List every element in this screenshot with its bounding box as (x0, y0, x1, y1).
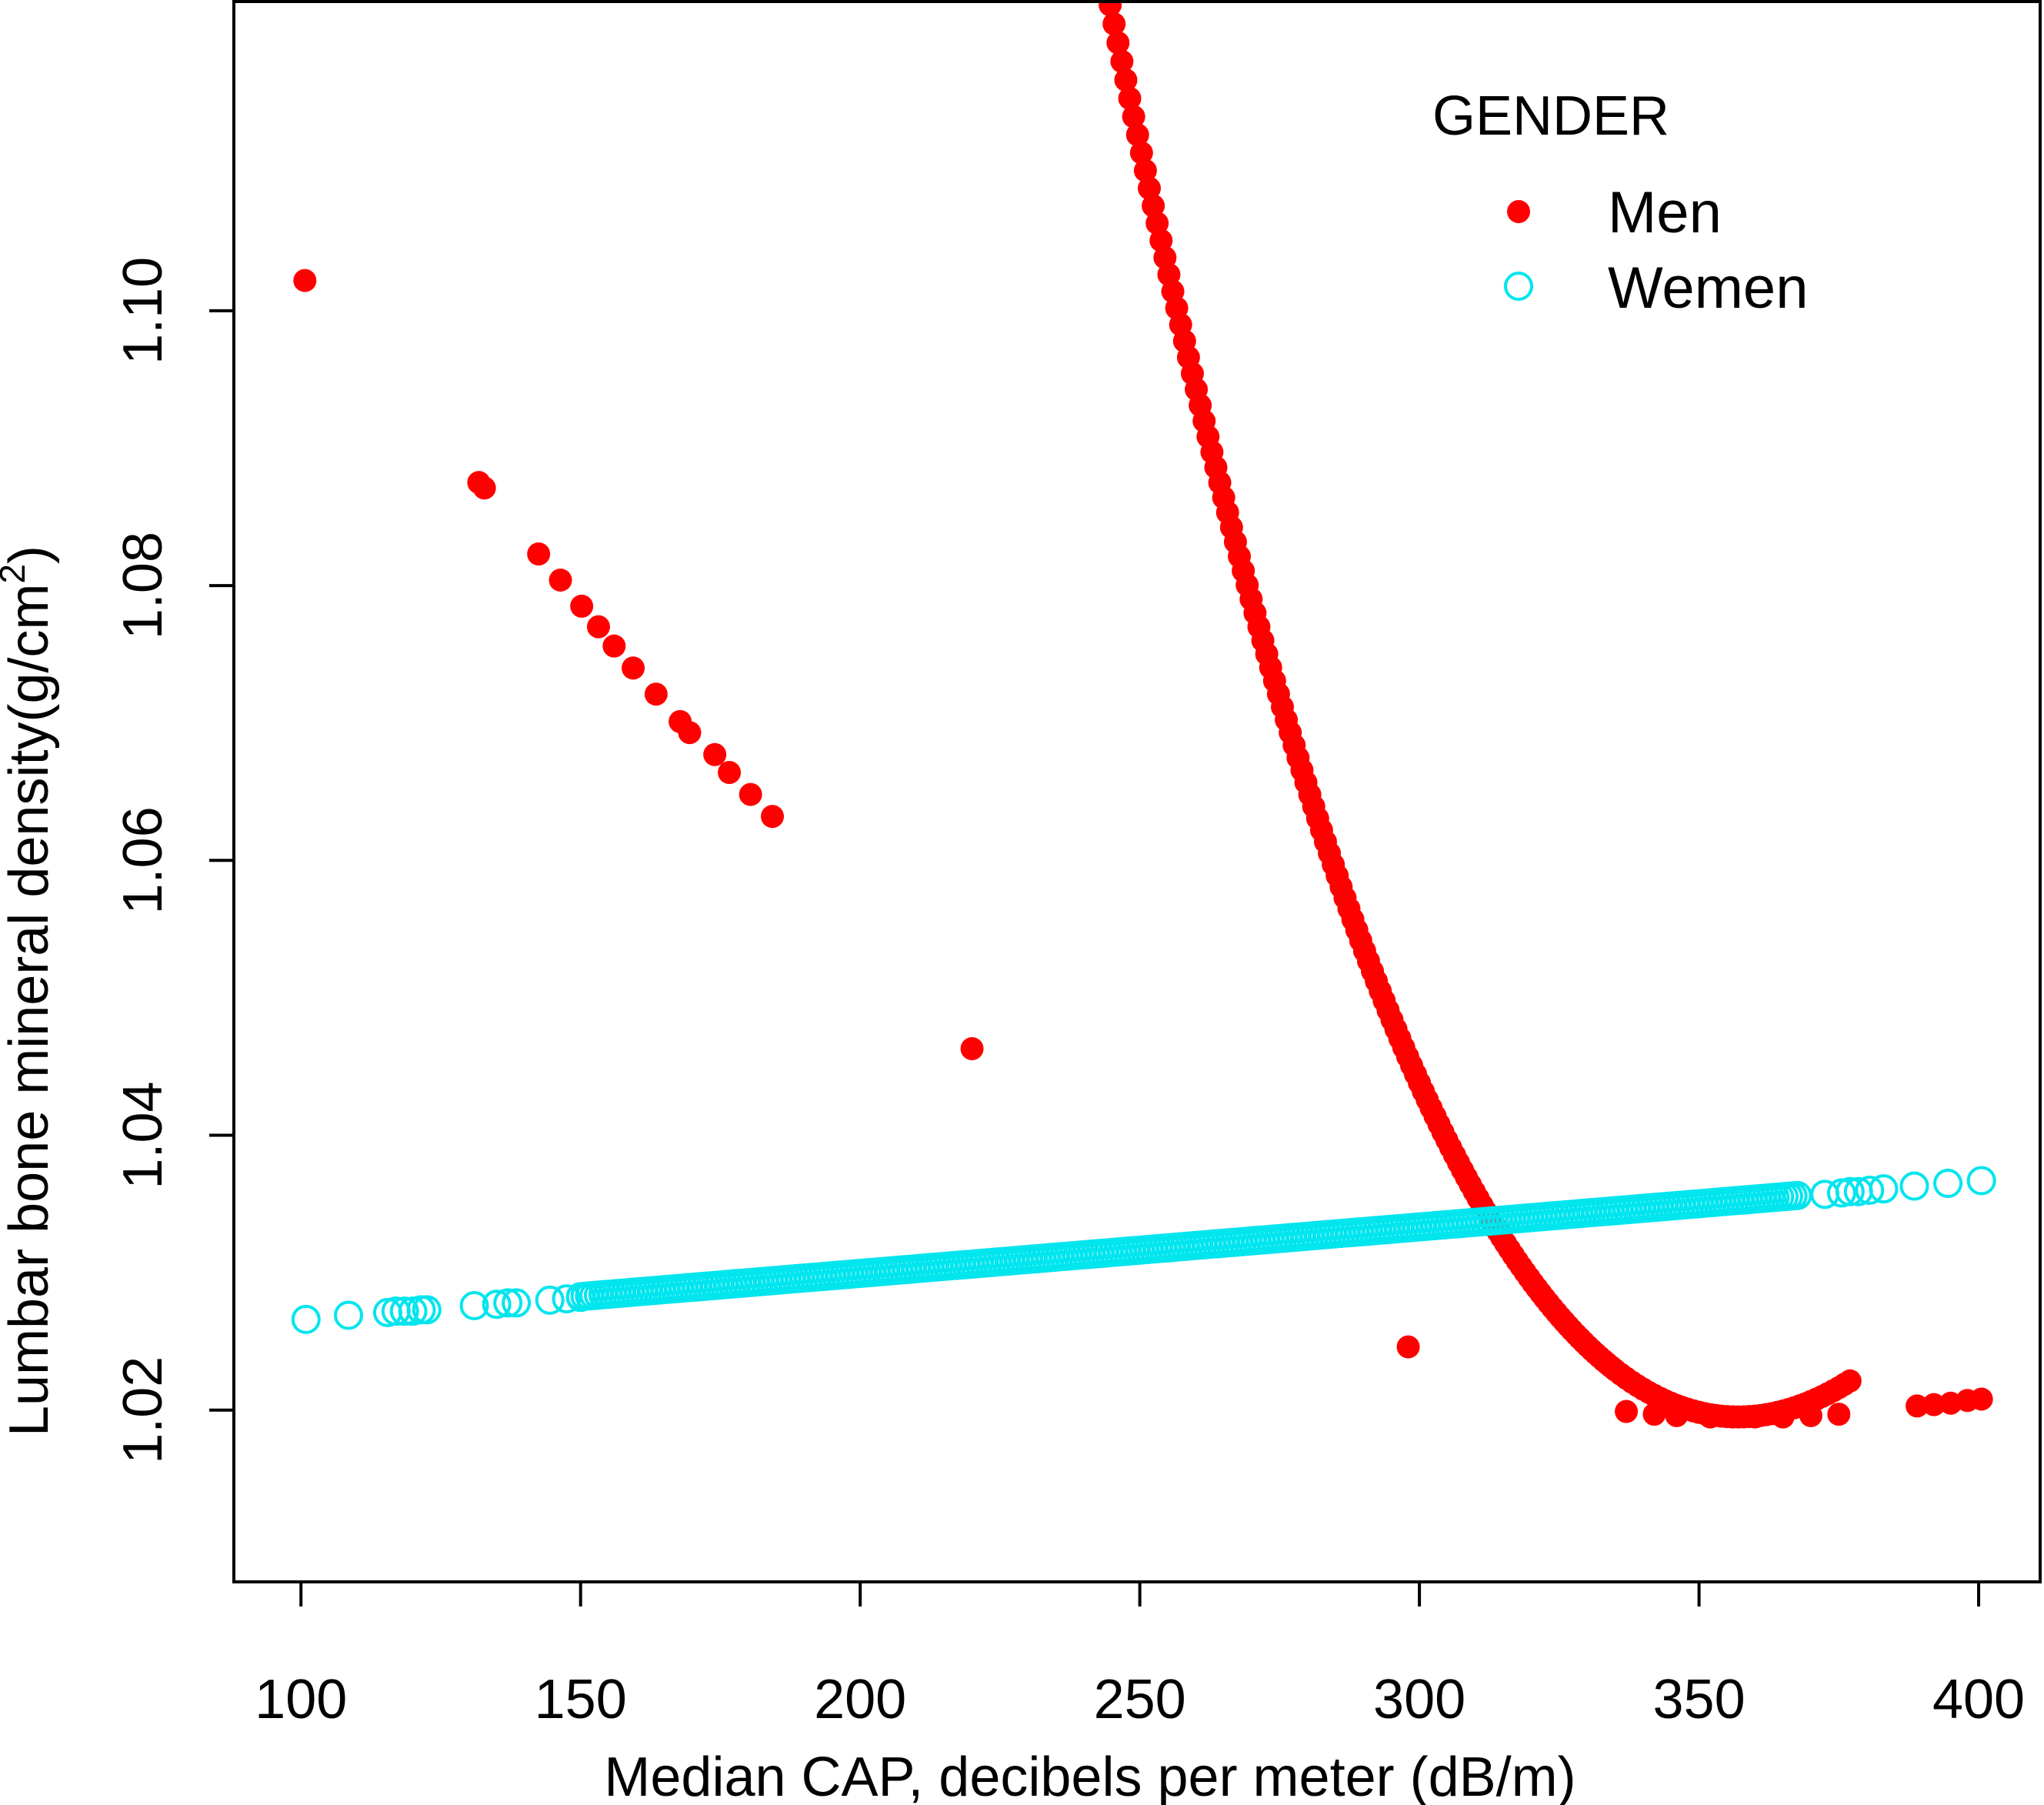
men-point (1969, 1387, 1993, 1411)
men-point (1125, 123, 1149, 147)
wemen-point (1835, 1176, 1865, 1206)
men-point (1129, 141, 1153, 165)
men-point (1838, 1369, 1862, 1393)
wemen-point (502, 1288, 532, 1318)
men-point (586, 615, 610, 639)
men-point (678, 721, 702, 745)
x-tick-label: 150 (535, 1669, 627, 1730)
wemen-point (1899, 1171, 1929, 1201)
x-axis-title: Median CAP, decibels per meter (dB/m) (604, 1747, 1576, 1805)
men-point (1102, 12, 1126, 36)
y-axis-title: Lumbar bone mineral density(g/cm2) (0, 546, 60, 1436)
y-tick-label: 1.04 (112, 1081, 174, 1189)
y-tick-label: 1.06 (112, 806, 174, 914)
wemen-point (412, 1295, 442, 1325)
men-point (527, 542, 551, 566)
men-point (1615, 1400, 1639, 1423)
x-tick-label: 250 (1094, 1669, 1186, 1730)
men-point (472, 476, 496, 500)
men-point (960, 1036, 984, 1060)
men-point (549, 568, 572, 592)
men-point (1114, 68, 1138, 92)
legend-title: GENDER (1432, 85, 1669, 147)
men-point (1110, 49, 1134, 73)
men-point (1827, 1403, 1851, 1426)
wemen-point (493, 1288, 523, 1318)
wemen-point (1966, 1166, 1996, 1196)
men-point (1906, 1394, 1929, 1418)
x-axis: 100 150 200 250 300 350 400 (255, 1582, 2025, 1730)
x-tick-label: 300 (1373, 1669, 1465, 1730)
y-axis-title-main: Lumbar bone mineral density(g/cm (0, 584, 60, 1437)
men-point (293, 269, 317, 292)
y-axis: 1.02 1.04 1.06 1.08 1.10 (112, 257, 234, 1464)
wemen-point (1782, 1180, 1812, 1210)
wemen-point (459, 1290, 489, 1320)
y-axis-title-end: ) (0, 546, 60, 564)
y-tick-label: 1.08 (112, 532, 174, 639)
plot-frame (232, 0, 2042, 1583)
legend: GENDER Men Wemen (1432, 85, 1808, 321)
wemen-series (291, 1166, 1996, 1334)
men-point (1106, 31, 1130, 55)
wemen-point (1855, 1175, 1885, 1205)
legend-men-label: Men (1608, 180, 1722, 245)
men-point (739, 782, 762, 806)
y-tick-label: 1.02 (112, 1356, 174, 1464)
men-point (1122, 105, 1145, 128)
x-tick-label: 350 (1652, 1669, 1745, 1730)
men-point (761, 805, 785, 829)
men-series (293, 0, 1993, 1429)
men-point (1922, 1393, 1946, 1416)
men-point (644, 682, 668, 706)
y-axis-title-superscript: 2 (0, 564, 32, 584)
men-point (1145, 212, 1169, 235)
men-point (602, 634, 626, 658)
men-point (703, 742, 727, 766)
men-point (1142, 194, 1165, 218)
men-point (1133, 158, 1157, 182)
wemen-point (389, 1296, 419, 1326)
men-point (1137, 176, 1161, 200)
x-tick-label: 100 (255, 1669, 347, 1730)
wemen-point (291, 1304, 321, 1334)
wemen-point (1869, 1174, 1899, 1204)
x-tick-label: 200 (814, 1669, 906, 1730)
men-point (1396, 1335, 1420, 1359)
legend-wemen-marker (1504, 272, 1533, 301)
men-point (1099, 0, 1122, 17)
men-point (570, 594, 594, 618)
wemen-point (535, 1285, 565, 1315)
wemen-point (334, 1300, 364, 1330)
legend-men-marker (1507, 200, 1530, 223)
men-point (718, 760, 742, 784)
wemen-point (552, 1284, 582, 1314)
y-tick-label: 1.10 (112, 257, 174, 365)
x-tick-label: 400 (1932, 1669, 2025, 1730)
wemen-point (1933, 1169, 1963, 1199)
men-point (1118, 86, 1142, 110)
wemen-point (482, 1290, 512, 1320)
men-point (622, 656, 645, 680)
legend-wemen-label: Wemen (1608, 255, 1808, 321)
